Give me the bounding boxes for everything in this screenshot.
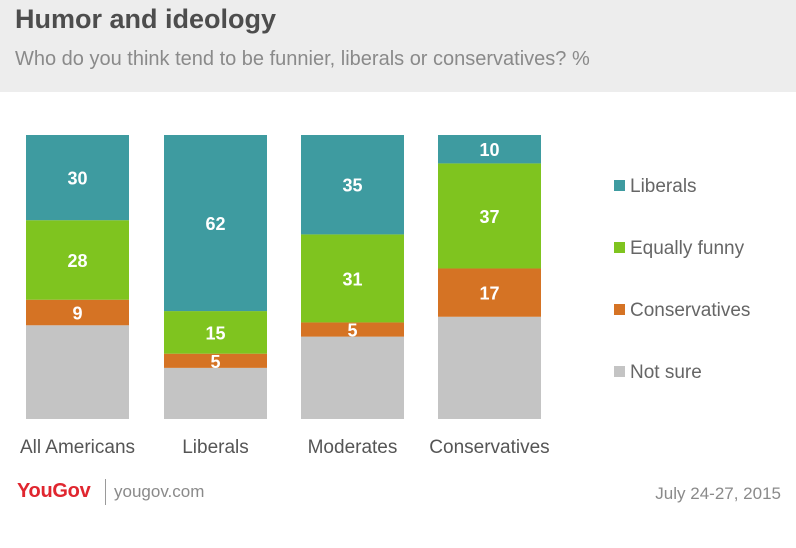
- bar-segment-conservatives: [26, 299, 129, 326]
- bar-segment-liberals: [26, 135, 129, 221]
- data-label: 31: [342, 269, 362, 289]
- data-label: 10: [479, 140, 499, 160]
- bar-segment-equally-funny: [301, 234, 404, 323]
- header-band: Humor and ideology Who do you think tend…: [0, 0, 796, 92]
- footer-divider: [105, 479, 106, 505]
- data-label: 5: [210, 352, 220, 372]
- legend-item: Conservatives: [614, 300, 750, 321]
- chart-subtitle: Who do you think tend to be funnier, lib…: [15, 48, 590, 70]
- data-label: 35: [342, 176, 362, 196]
- legend-label: Not sure: [630, 362, 702, 383]
- bar-segment-equally-funny: [438, 163, 541, 269]
- category-label: Conservatives: [429, 437, 549, 458]
- bar-segment-not-sure: [26, 325, 129, 419]
- legend-item: Liberals: [614, 176, 697, 197]
- bar-segment-not-sure: [164, 367, 267, 419]
- legend-swatch: [614, 304, 625, 315]
- data-label: 28: [67, 251, 87, 271]
- yougov-logo: YouGov: [17, 480, 91, 502]
- bar-segment-not-sure: [438, 316, 541, 419]
- bar-segment-liberals: [164, 135, 267, 312]
- legend-label: Conservatives: [630, 300, 750, 321]
- bar-segment-equally-funny: [26, 220, 129, 300]
- category-label: Liberals: [182, 437, 249, 458]
- bar-segment-conservatives: [164, 353, 267, 368]
- bar-segment-conservatives: [301, 322, 404, 337]
- survey-date: July 24-27, 2015: [655, 484, 781, 503]
- data-label: 62: [205, 214, 225, 234]
- footer-site: yougov.com: [114, 482, 205, 501]
- bar-segment-liberals: [301, 135, 404, 235]
- data-label: 30: [67, 169, 87, 189]
- bar-segment-equally-funny: [164, 311, 267, 354]
- data-label: 37: [479, 207, 499, 227]
- bar-segment-liberals: [438, 135, 541, 164]
- legend-swatch: [614, 242, 625, 253]
- data-label: 9: [72, 304, 82, 324]
- stacked-bar-chart: 9 28 30 All Americans 5 15 62 Liberals 5 31 35 Mode…: [20, 135, 750, 458]
- bar-segment-not-sure: [301, 336, 404, 419]
- category-label: All Americans: [20, 437, 135, 458]
- chart-title: Humor and ideology: [15, 4, 277, 34]
- data-label: 15: [205, 323, 225, 343]
- legend-label: Equally funny: [630, 238, 745, 259]
- legend-swatch: [614, 366, 625, 377]
- legend-swatch: [614, 180, 625, 191]
- legend-label: Liberals: [630, 176, 697, 197]
- data-label: 17: [479, 284, 499, 304]
- legend-item: Not sure: [614, 362, 702, 383]
- data-label: 5: [347, 321, 357, 341]
- bar-segment-conservatives: [438, 268, 541, 317]
- category-label: Moderates: [308, 437, 398, 458]
- legend-item: Equally funny: [614, 238, 745, 259]
